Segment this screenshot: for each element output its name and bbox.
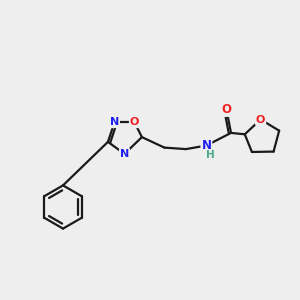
Text: O: O — [256, 115, 265, 124]
Text: N: N — [201, 139, 212, 152]
Text: H: H — [206, 150, 214, 160]
Text: N: N — [110, 117, 119, 127]
Text: N: N — [120, 149, 129, 159]
Text: O: O — [221, 103, 232, 116]
Text: O: O — [130, 117, 139, 127]
